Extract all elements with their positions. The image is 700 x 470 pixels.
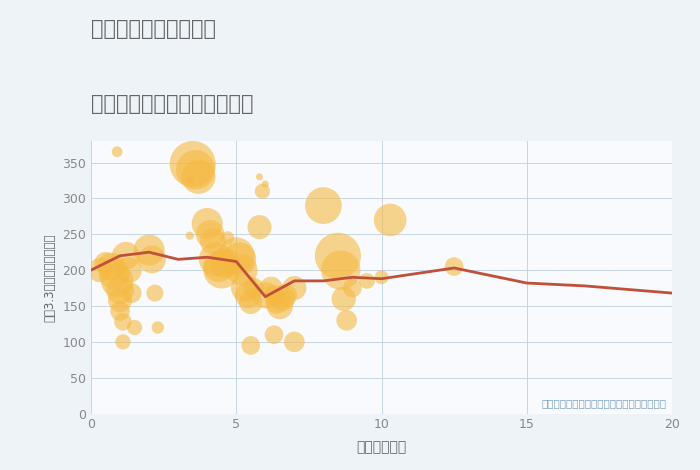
Point — [341, 317, 352, 324]
Point — [346, 284, 358, 292]
Point — [118, 338, 129, 345]
Point — [234, 256, 245, 263]
Point — [202, 220, 213, 227]
Point — [245, 342, 256, 349]
Point — [94, 266, 105, 274]
Point — [204, 230, 216, 238]
Point — [111, 277, 122, 285]
Point — [187, 160, 198, 168]
Point — [254, 173, 265, 180]
Point — [260, 180, 271, 188]
Point — [123, 266, 134, 274]
Text: 東京都練馬区小竹町の: 東京都練馬区小竹町の — [91, 19, 216, 39]
Point — [248, 284, 259, 292]
Point — [190, 166, 201, 173]
Point — [108, 270, 120, 277]
Point — [332, 252, 344, 259]
Point — [338, 295, 349, 303]
Point — [207, 238, 218, 245]
Point — [114, 286, 126, 294]
Point — [144, 246, 155, 254]
Point — [129, 324, 140, 331]
Point — [106, 263, 117, 270]
Point — [449, 263, 460, 270]
Point — [222, 234, 233, 242]
Point — [361, 277, 372, 285]
Text: 円の大きさは、取引のあった物件面積を示す: 円の大きさは、取引のあった物件面積を示す — [541, 398, 666, 408]
Point — [210, 256, 221, 263]
X-axis label: 駅距離（分）: 駅距離（分） — [356, 440, 407, 454]
Point — [184, 232, 195, 239]
Point — [111, 148, 122, 156]
Point — [245, 298, 256, 306]
Point — [268, 331, 279, 338]
Point — [384, 216, 395, 224]
Text: 駅距離別中古マンション価格: 駅距離別中古マンション価格 — [91, 94, 253, 114]
Point — [219, 259, 230, 266]
Point — [184, 177, 195, 184]
Point — [146, 256, 158, 263]
Point — [257, 188, 268, 195]
Point — [216, 266, 228, 274]
Point — [152, 324, 163, 331]
Point — [114, 297, 126, 304]
Point — [237, 266, 248, 274]
Point — [126, 290, 137, 297]
Point — [100, 259, 111, 266]
Point — [318, 202, 329, 209]
Point — [277, 295, 288, 303]
Point — [242, 291, 253, 299]
Point — [272, 298, 283, 306]
Y-axis label: 平（3.3㎡）単価（万円）: 平（3.3㎡）単価（万円） — [43, 233, 57, 321]
Point — [193, 173, 204, 180]
Point — [289, 338, 300, 345]
Point — [214, 263, 225, 270]
Point — [289, 284, 300, 292]
Point — [120, 252, 132, 259]
Point — [149, 290, 160, 297]
Point — [254, 223, 265, 231]
Point — [260, 291, 271, 299]
Point — [274, 302, 286, 310]
Point — [376, 274, 387, 281]
Point — [239, 284, 251, 292]
Point — [118, 318, 129, 326]
Point — [335, 266, 346, 274]
Point — [265, 284, 276, 292]
Point — [114, 307, 126, 315]
Point — [268, 291, 279, 299]
Point — [231, 252, 242, 259]
Point — [280, 291, 291, 299]
